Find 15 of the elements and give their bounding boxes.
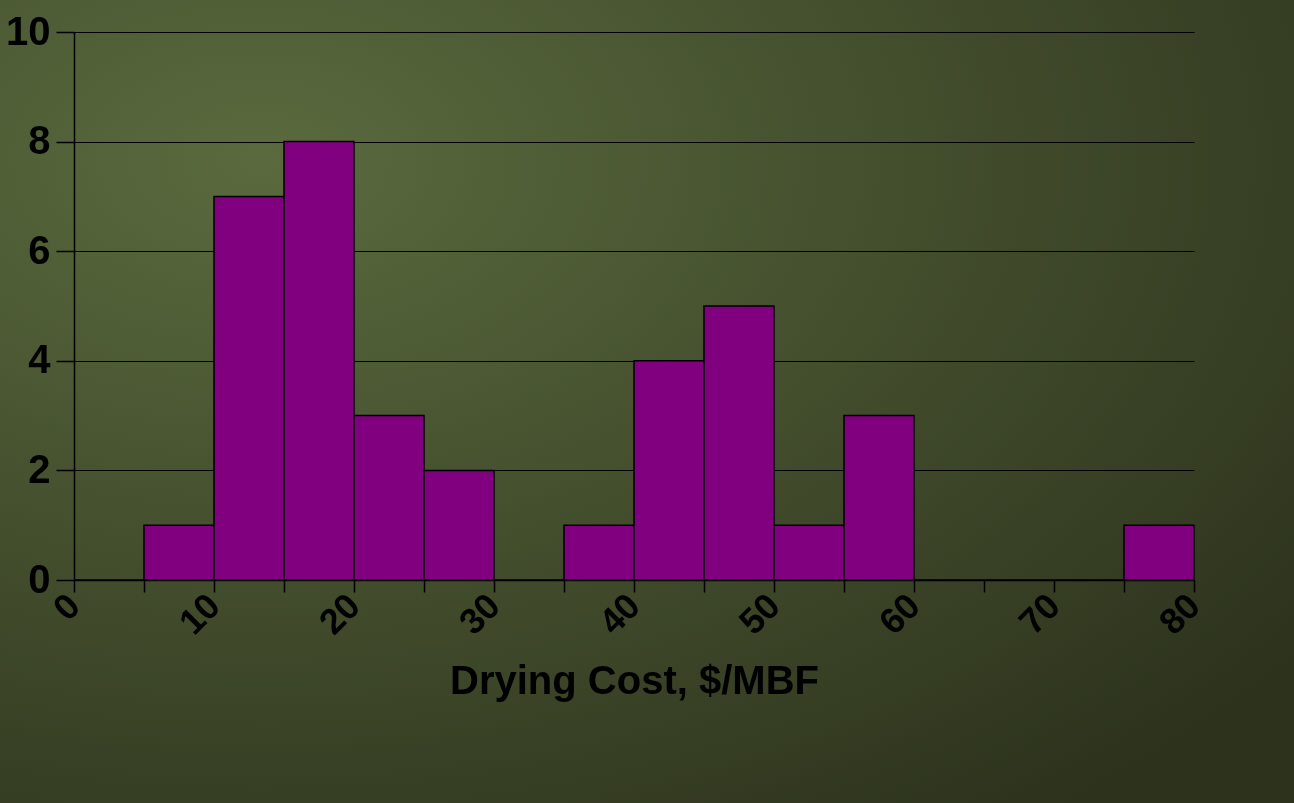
x-tick-label: 20 bbox=[310, 584, 368, 643]
y-tick-label: 2 bbox=[28, 446, 51, 491]
x-tick-label: 30 bbox=[450, 584, 508, 643]
x-tick-label: 50 bbox=[730, 584, 788, 643]
x-tick-label: 70 bbox=[1010, 584, 1068, 643]
x-axis-title: Drying Cost, $/MBF bbox=[450, 657, 819, 702]
x-tick-label: 60 bbox=[870, 584, 928, 643]
x-tick-label: 80 bbox=[1150, 584, 1208, 643]
y-tick-label: 8 bbox=[28, 118, 51, 163]
y-tick-label: 10 bbox=[6, 8, 51, 53]
x-tick-label: 40 bbox=[590, 584, 648, 643]
y-tick-label: 0 bbox=[28, 556, 51, 601]
x-tick-label: 10 bbox=[170, 584, 228, 643]
y-tick-label: 6 bbox=[28, 227, 51, 272]
y-tick-label: 4 bbox=[28, 337, 52, 382]
